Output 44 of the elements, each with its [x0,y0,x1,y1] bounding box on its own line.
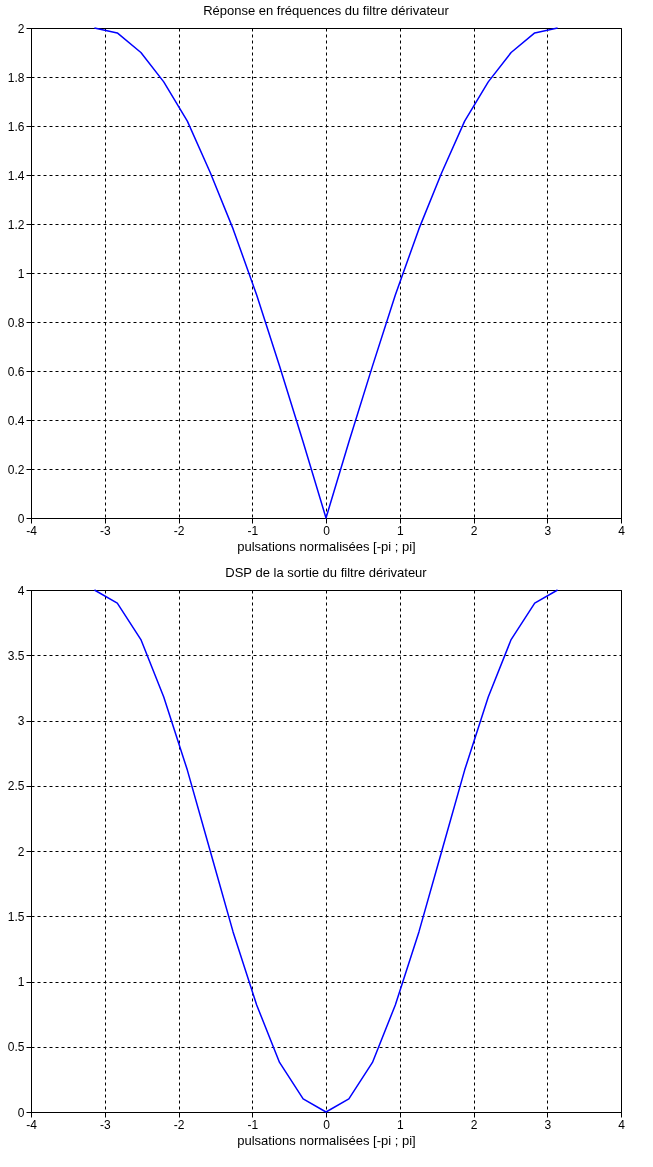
y-tick-label: 1 [17,975,25,989]
y-tick-label: 3 [17,714,25,728]
y-tick-label: 0.6 [7,364,25,379]
x-tick-label: 3 [544,1117,552,1132]
x-tick-label: 4 [618,1117,626,1132]
y-tick-label: 0 [17,511,25,526]
x-tick-label: 1 [396,523,404,538]
line-series [93,27,559,519]
x-tick-label: -1 [247,523,259,538]
y-tick-label: 0.8 [7,315,25,330]
y-tick-label: 0.2 [7,462,25,477]
x-tick-label: -3 [99,1117,111,1132]
y-tick-label: 3.5 [7,648,25,663]
x-tick-label: -2 [173,1117,185,1132]
chart-title: DSP de la sortie du filtre dérivateur [225,565,428,580]
y-tick-label: 2.5 [7,779,25,794]
y-tick-label: 2 [17,844,25,859]
y-tick-label: 1.6 [7,119,25,134]
x-tick-label: -1 [247,1117,259,1132]
y-tick-label: 2 [17,21,25,36]
x-tick-label: 2 [470,523,478,538]
x-axis-title: pulsations normalisées [-pi ; pi] [237,1132,416,1148]
x-tick-label: -2 [173,523,185,538]
y-tick-label: 1.8 [7,70,25,85]
x-axis-title: pulsations normalisées [-pi ; pi] [237,538,416,554]
y-tick-label: 1.2 [7,217,25,232]
x-tick-label: -4 [26,1117,38,1132]
chart-title: Réponse en fréquences du filtre dérivateur [203,3,450,18]
y-tick-label: 4 [17,583,25,598]
y-tick-label: 1.4 [7,168,25,183]
x-tick-label: -4 [26,523,38,538]
x-tick-label: 0 [323,523,331,538]
x-tick-label: 3 [544,523,552,538]
y-tick-label: 0.4 [7,413,25,428]
line-series [93,589,559,1113]
y-tick-label: 0.5 [7,1040,25,1055]
x-tick-label: 0 [323,1117,331,1132]
y-tick-label: 1 [17,266,25,281]
y-tick-label: 0 [17,1105,25,1120]
x-tick-label: 2 [470,1117,478,1132]
x-tick-label: 1 [396,1117,404,1132]
x-tick-label: 4 [618,523,626,538]
x-tick-label: -3 [99,523,111,538]
y-tick-label: 1.5 [7,909,25,924]
